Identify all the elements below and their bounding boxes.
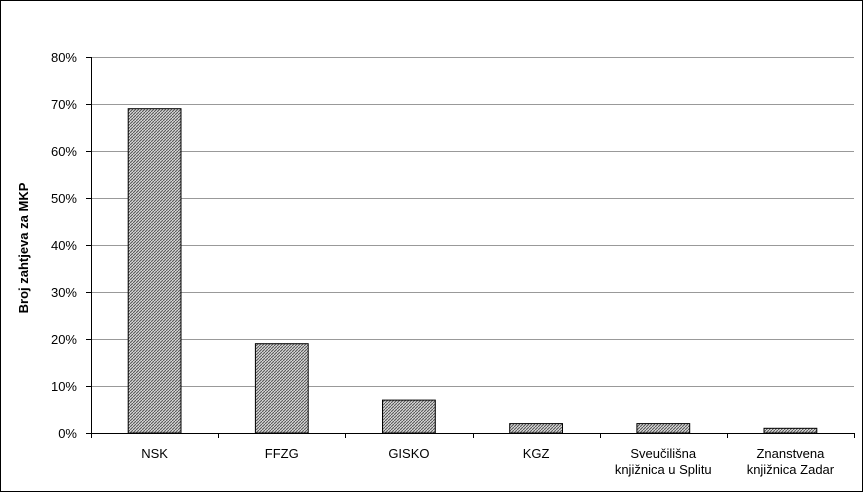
y-axis-label: Broj zahtjeva za MKP — [16, 182, 31, 313]
bar — [127, 108, 182, 434]
bar — [763, 427, 818, 434]
y-tick-label: 70% — [51, 97, 77, 112]
y-tick-label: 40% — [51, 238, 77, 253]
y-tick-label: 0% — [58, 426, 77, 441]
x-tick-label: NSK — [141, 446, 168, 461]
bar — [254, 343, 309, 434]
y-tick-label: 60% — [51, 144, 77, 159]
y-tick-label: 80% — [51, 50, 77, 65]
y-tick-label: 10% — [51, 379, 77, 394]
x-tick-label: GISKO — [388, 446, 429, 461]
y-tick-label: 20% — [51, 332, 77, 347]
x-tick-label: KGZ — [523, 446, 550, 461]
y-tick-label: 50% — [51, 191, 77, 206]
y-tick-label: 30% — [51, 285, 77, 300]
bar — [636, 423, 691, 434]
bar — [509, 423, 564, 434]
bar — [382, 399, 436, 434]
x-tick-label: Sveučilišna knjižnica u Splitu — [615, 446, 712, 477]
x-tick-label: Znanstvena knjižnica Zadar — [747, 446, 835, 477]
x-tick-label: FFZG — [265, 446, 299, 461]
